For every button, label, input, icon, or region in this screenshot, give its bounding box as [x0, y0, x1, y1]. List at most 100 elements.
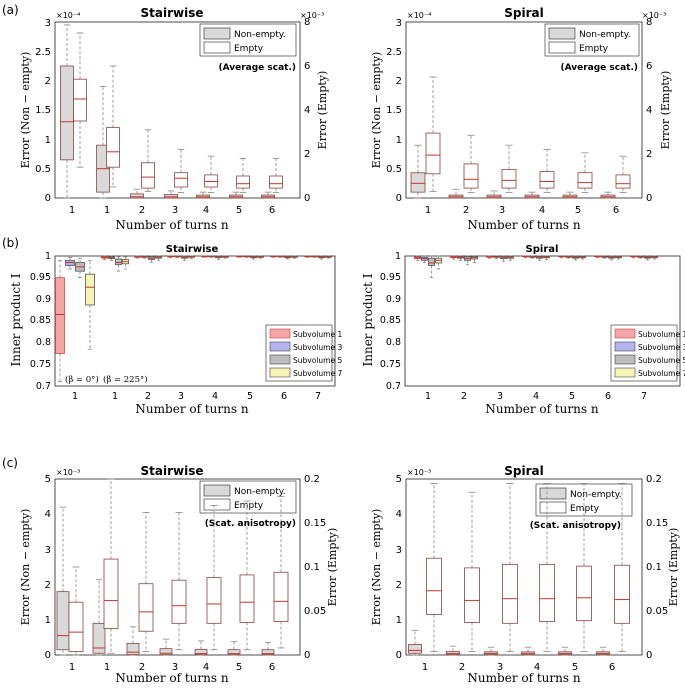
y-tick-label: 0.9	[36, 294, 51, 305]
y2-tick-label: 0.2	[304, 474, 320, 485]
chart-title: Stairwise	[166, 244, 219, 255]
legend: Non-empty. Empty	[544, 23, 640, 57]
x-tick-label: 2	[463, 205, 469, 216]
left-exponent: ×10⁻⁴	[56, 11, 80, 20]
box-body	[539, 563, 555, 622]
box-body	[56, 591, 70, 651]
box-body	[73, 78, 87, 122]
chart-note: (Scat. anisotropy)	[205, 519, 296, 529]
right-exponent: ×10⁻³	[300, 11, 324, 20]
legend-swatch-subvolume-7	[269, 367, 291, 378]
left-axis-ticks: 0 1 2 3 4 5	[396, 474, 402, 661]
x-tick-label: 3	[178, 391, 184, 402]
plot-frame	[404, 255, 681, 387]
x-tick-label: 2	[139, 205, 145, 216]
y-tick-label: 3	[45, 18, 51, 29]
legend-swatch-nonempty	[203, 484, 231, 497]
x-tick-label: 1	[425, 391, 431, 402]
panel-label-c: (c)	[2, 456, 18, 470]
x-tick-label: 3	[497, 662, 503, 673]
box-body	[428, 257, 435, 266]
y-axis-label-left: Error (Non − empty)	[19, 52, 32, 169]
box-body	[164, 194, 178, 199]
legend-label: Empty	[570, 504, 600, 514]
y-tick-label: 2	[45, 76, 51, 87]
x-tick-label: 3	[497, 391, 503, 402]
y-axis-ticks: 0.7 0.75 0.8 0.85 0.9 0.95 1	[380, 251, 401, 392]
chart-title: Stairwise	[141, 6, 204, 20]
legend-label: Non-empty.	[579, 30, 631, 40]
y-tick-label: 0.95	[380, 272, 401, 283]
box-body	[425, 132, 441, 175]
y-axis-label: Inner product I	[9, 273, 23, 366]
y-tick-label: 1	[45, 251, 51, 262]
x-ticks: 1 1 2 3 4 5 6	[69, 205, 275, 216]
y-tick-label: 1	[396, 135, 402, 146]
plot-frame	[405, 21, 643, 199]
box-body	[159, 648, 173, 656]
x-tick-label: 1	[69, 205, 75, 216]
x-axis-label: Number of turns n	[467, 671, 580, 685]
box-body	[60, 65, 74, 161]
y-tick-label: 2	[396, 76, 402, 87]
y-tick-label: 0.9	[386, 294, 401, 305]
chart-a-stairwise: Stairwise ×10⁻⁴ ×10⁻³ 0 0.5 1 1.5 2 2.5 …	[19, 6, 329, 232]
y-tick-label: 0.5	[35, 164, 51, 175]
x-axis-label: Number of turns n	[467, 218, 580, 232]
box-body	[171, 579, 187, 624]
box-body	[115, 258, 122, 266]
right-axis-ticks: 0 2 4 6 8	[646, 17, 652, 204]
chart-b-stairwise: Stairwise 0.7 0.75 0.8 0.85 0.9 0.95 1 I…	[9, 244, 342, 416]
left-exponent: ×10⁻⁴	[407, 11, 431, 20]
y-tick-label: 0.7	[36, 381, 51, 392]
x-ticks: 1 2 3 4 5 6	[425, 205, 619, 216]
y-tick-label: 4	[396, 509, 402, 520]
y-tick-label: 4	[45, 509, 51, 520]
legend-label: Empty	[234, 501, 264, 511]
box-series	[408, 482, 630, 656]
y-tick-label: 0.85	[30, 315, 51, 326]
legend-swatch-empty	[203, 41, 231, 54]
box-body	[426, 557, 442, 615]
legend-label: Subvolume 1	[638, 330, 685, 339]
x-axis-label: Number of turns n	[115, 671, 228, 685]
annotation-beta-0: (β = 0°)	[65, 374, 99, 385]
y2-tick-label: 0.1	[304, 562, 320, 573]
panel-label-a: (a)	[2, 3, 19, 17]
box-body	[502, 563, 518, 624]
x-tick-label: 6	[269, 205, 275, 216]
box-body	[577, 172, 593, 189]
x-axis-label: Number of turns n	[135, 402, 248, 416]
x-ticks: 1 2 3 4 5 6	[422, 662, 615, 673]
right-axis-ticks: 0 0.05 0.1 0.15 0.2	[304, 474, 326, 661]
legend-label: Non-empty.	[234, 487, 286, 497]
chart-note: (Average scat.)	[218, 63, 296, 73]
y-tick-label: 3	[396, 18, 402, 29]
box-body	[227, 649, 241, 656]
box-body	[206, 577, 222, 624]
y-tick-label: 0	[396, 650, 402, 661]
box-body	[615, 174, 631, 189]
y-tick-label: 1	[395, 251, 401, 262]
box-body	[614, 564, 630, 624]
x-tick-label: 1	[425, 205, 431, 216]
box-body	[68, 601, 84, 652]
x-tick-label: 6	[269, 662, 275, 673]
x-tick-label: 5	[236, 662, 242, 673]
x-tick-label: 1	[112, 391, 118, 402]
y-axis-label-right: Error (Empty)	[659, 71, 672, 150]
y-tick-label: 5	[45, 474, 51, 485]
x-tick-label: 4	[534, 662, 540, 673]
y-tick-label: 2	[396, 580, 402, 591]
box-body	[85, 273, 95, 306]
legend-swatch-empty	[539, 501, 567, 514]
box-series	[55, 255, 332, 383]
plot-frame	[54, 255, 336, 387]
left-axis-ticks: 0 1 2 3 4 5	[45, 474, 51, 661]
left-axis-ticks: 0 0.5 1 1.5 2 2.5 3	[386, 18, 402, 204]
y-tick-label: 1	[396, 615, 402, 626]
y-tick-label: 0.8	[386, 337, 401, 348]
x-tick-label: 2	[139, 662, 145, 673]
y-tick-label: 0.5	[386, 164, 402, 175]
